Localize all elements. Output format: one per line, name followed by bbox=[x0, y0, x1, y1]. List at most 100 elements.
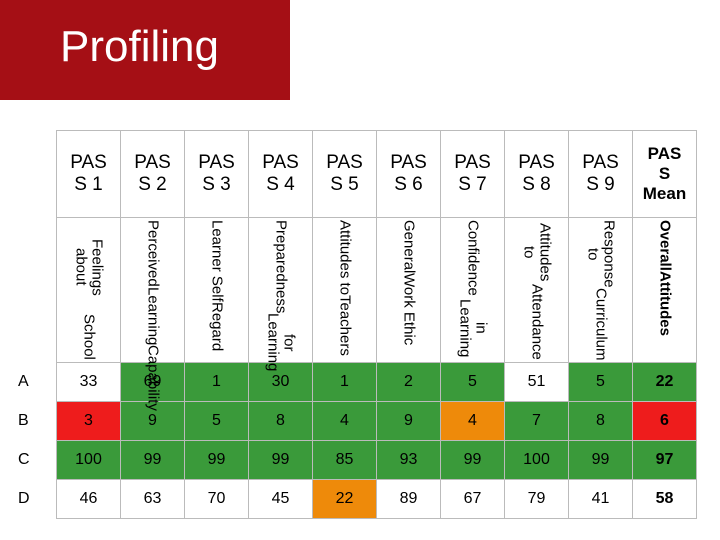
column-subheader: Learner Self Regard bbox=[184, 217, 249, 363]
title-box: Profiling bbox=[0, 0, 290, 100]
subheader-line: Attitudes bbox=[656, 270, 674, 336]
profile-table: PAS S 1 PAS S 2 PAS S 3 PAS S 4 PAS S 5 PAS S 6 PAS S… bbox=[18, 130, 697, 519]
header-line: S 4 bbox=[266, 174, 295, 195]
column-subheader: Attitudes to Attendance bbox=[504, 217, 569, 363]
cell: 2 bbox=[376, 362, 441, 402]
subheader-line: Feelings about bbox=[72, 238, 106, 296]
subheader-text: Response to Curriculum bbox=[584, 220, 618, 361]
column-subheader: General Work Ethic bbox=[376, 217, 441, 363]
row-label: C bbox=[18, 451, 30, 468]
cell: 63 bbox=[120, 479, 185, 519]
header-line: S 1 bbox=[74, 174, 103, 195]
column-header: PAS S 3 bbox=[184, 130, 249, 218]
data-row: D 46 63 70 45 22 89 67 79 41 58 bbox=[18, 479, 697, 519]
subheader-line: School bbox=[80, 314, 98, 360]
subheader-text: Learner Self Regard bbox=[208, 220, 226, 360]
header-line: PAS bbox=[70, 152, 107, 173]
column-subheader: Attitudes to Teachers bbox=[312, 217, 377, 363]
cell: 1 bbox=[184, 362, 249, 402]
cell: 99 bbox=[184, 440, 249, 480]
cell: 5 bbox=[440, 362, 505, 402]
cell: 33 bbox=[56, 362, 121, 402]
subheader-text: General Work Ethic bbox=[400, 220, 418, 360]
header-line: S 2 bbox=[138, 174, 167, 195]
cell: 99 bbox=[248, 440, 313, 480]
cell: 79 bbox=[504, 479, 569, 519]
cell: 67 bbox=[440, 479, 505, 519]
header-line: PAS bbox=[582, 152, 619, 173]
data-row: A 33 69 1 30 1 2 5 51 5 22 bbox=[18, 362, 697, 402]
column-header: PAS S 5 bbox=[312, 130, 377, 218]
column-subheader: Feelings about School bbox=[56, 217, 121, 363]
cell: 8 bbox=[248, 401, 313, 441]
row-label: A bbox=[18, 373, 29, 390]
subheader-text: Feelings about School bbox=[72, 220, 106, 360]
header-line: PAS bbox=[647, 144, 682, 163]
column-subheader: Confidence in Learning bbox=[440, 217, 505, 363]
subheader-line: Work Ethic bbox=[400, 273, 418, 346]
column-subheader: Preparedness for Learning bbox=[248, 217, 313, 372]
header-line: PAS bbox=[262, 152, 299, 173]
cell: 41 bbox=[568, 479, 633, 519]
cell: 46 bbox=[56, 479, 121, 519]
cell: 99 bbox=[568, 440, 633, 480]
subheader-line: Regard bbox=[208, 301, 226, 351]
cell: 70 bbox=[184, 479, 249, 519]
cell: 5 bbox=[568, 362, 633, 402]
column-header: PAS S 4 bbox=[248, 130, 313, 218]
header-line: PAS bbox=[326, 152, 363, 173]
column-subheader: Overall Attitudes bbox=[632, 217, 697, 363]
cell: 1 bbox=[312, 362, 377, 402]
cell: 99 bbox=[120, 440, 185, 480]
subheader-line: Curriculum bbox=[592, 287, 610, 361]
column-header: PAS S 8 bbox=[504, 130, 569, 218]
header-line: S 9 bbox=[586, 174, 615, 195]
cell: 30 bbox=[248, 362, 313, 402]
cell: 99 bbox=[440, 440, 505, 480]
column-header: PAS S 9 bbox=[568, 130, 633, 218]
subheader-text: Confidence in Learning bbox=[456, 220, 490, 360]
column-header: PAS S Mean bbox=[632, 130, 697, 218]
subheader-line: Preparedness bbox=[272, 220, 290, 314]
subheader-line: Response to bbox=[584, 220, 618, 288]
column-subheader: Response to Curriculum bbox=[568, 217, 633, 363]
column-header: PAS S 6 bbox=[376, 130, 441, 218]
subheader-text: Attitudes to Teachers bbox=[336, 220, 354, 360]
subheader-text: Preparedness for Learning bbox=[265, 220, 298, 372]
subheader-line: Perceived bbox=[144, 220, 162, 287]
cell: 51 bbox=[504, 362, 569, 402]
subheader-line: General bbox=[400, 220, 418, 274]
header-line: PAS bbox=[390, 152, 427, 173]
cell: 97 bbox=[632, 440, 697, 480]
subheader-line: Learner Self bbox=[208, 220, 226, 302]
cell: 3 bbox=[56, 401, 121, 441]
header-line: S bbox=[658, 164, 671, 183]
corner bbox=[18, 131, 57, 218]
cell: 58 bbox=[632, 479, 697, 519]
cell: 93 bbox=[376, 440, 441, 480]
cell: 8 bbox=[568, 401, 633, 441]
subheader-line: Teachers bbox=[336, 295, 354, 356]
subheader-line: Attitudes to bbox=[520, 222, 554, 282]
subheader-text: Overall Attitudes bbox=[656, 220, 674, 360]
cell: 100 bbox=[504, 440, 569, 480]
subheader-text: Attitudes to Attendance bbox=[520, 220, 554, 360]
cell: 4 bbox=[440, 401, 505, 441]
subheader-line: Attitudes to bbox=[336, 220, 354, 296]
subheader-line: Learning bbox=[144, 286, 162, 346]
header-line: S 8 bbox=[522, 174, 551, 195]
subheader-line: in Learning bbox=[456, 298, 490, 358]
column-header: PAS S 7 bbox=[440, 130, 505, 218]
cell: 85 bbox=[312, 440, 377, 480]
header-line: PAS bbox=[198, 152, 235, 173]
cell: 22 bbox=[632, 362, 697, 402]
header-line: PAS bbox=[518, 152, 555, 173]
cell: 7 bbox=[504, 401, 569, 441]
cell: 45 bbox=[248, 479, 313, 519]
row-label: B bbox=[18, 412, 29, 429]
header-line: S 3 bbox=[202, 174, 231, 195]
column-subheader: PerceivedLearningCapability bbox=[120, 217, 185, 411]
title: Profiling bbox=[60, 22, 219, 71]
